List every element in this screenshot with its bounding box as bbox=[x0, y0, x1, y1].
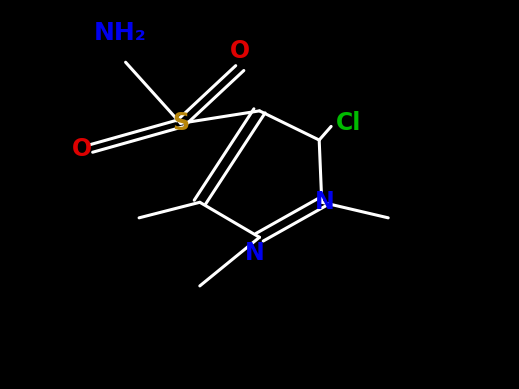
Text: NH₂: NH₂ bbox=[94, 21, 147, 45]
Text: O: O bbox=[72, 137, 92, 161]
Text: O: O bbox=[230, 39, 250, 63]
Text: Cl: Cl bbox=[336, 110, 362, 135]
Text: N: N bbox=[315, 190, 334, 214]
Text: S: S bbox=[172, 111, 189, 135]
Text: N: N bbox=[244, 241, 264, 265]
